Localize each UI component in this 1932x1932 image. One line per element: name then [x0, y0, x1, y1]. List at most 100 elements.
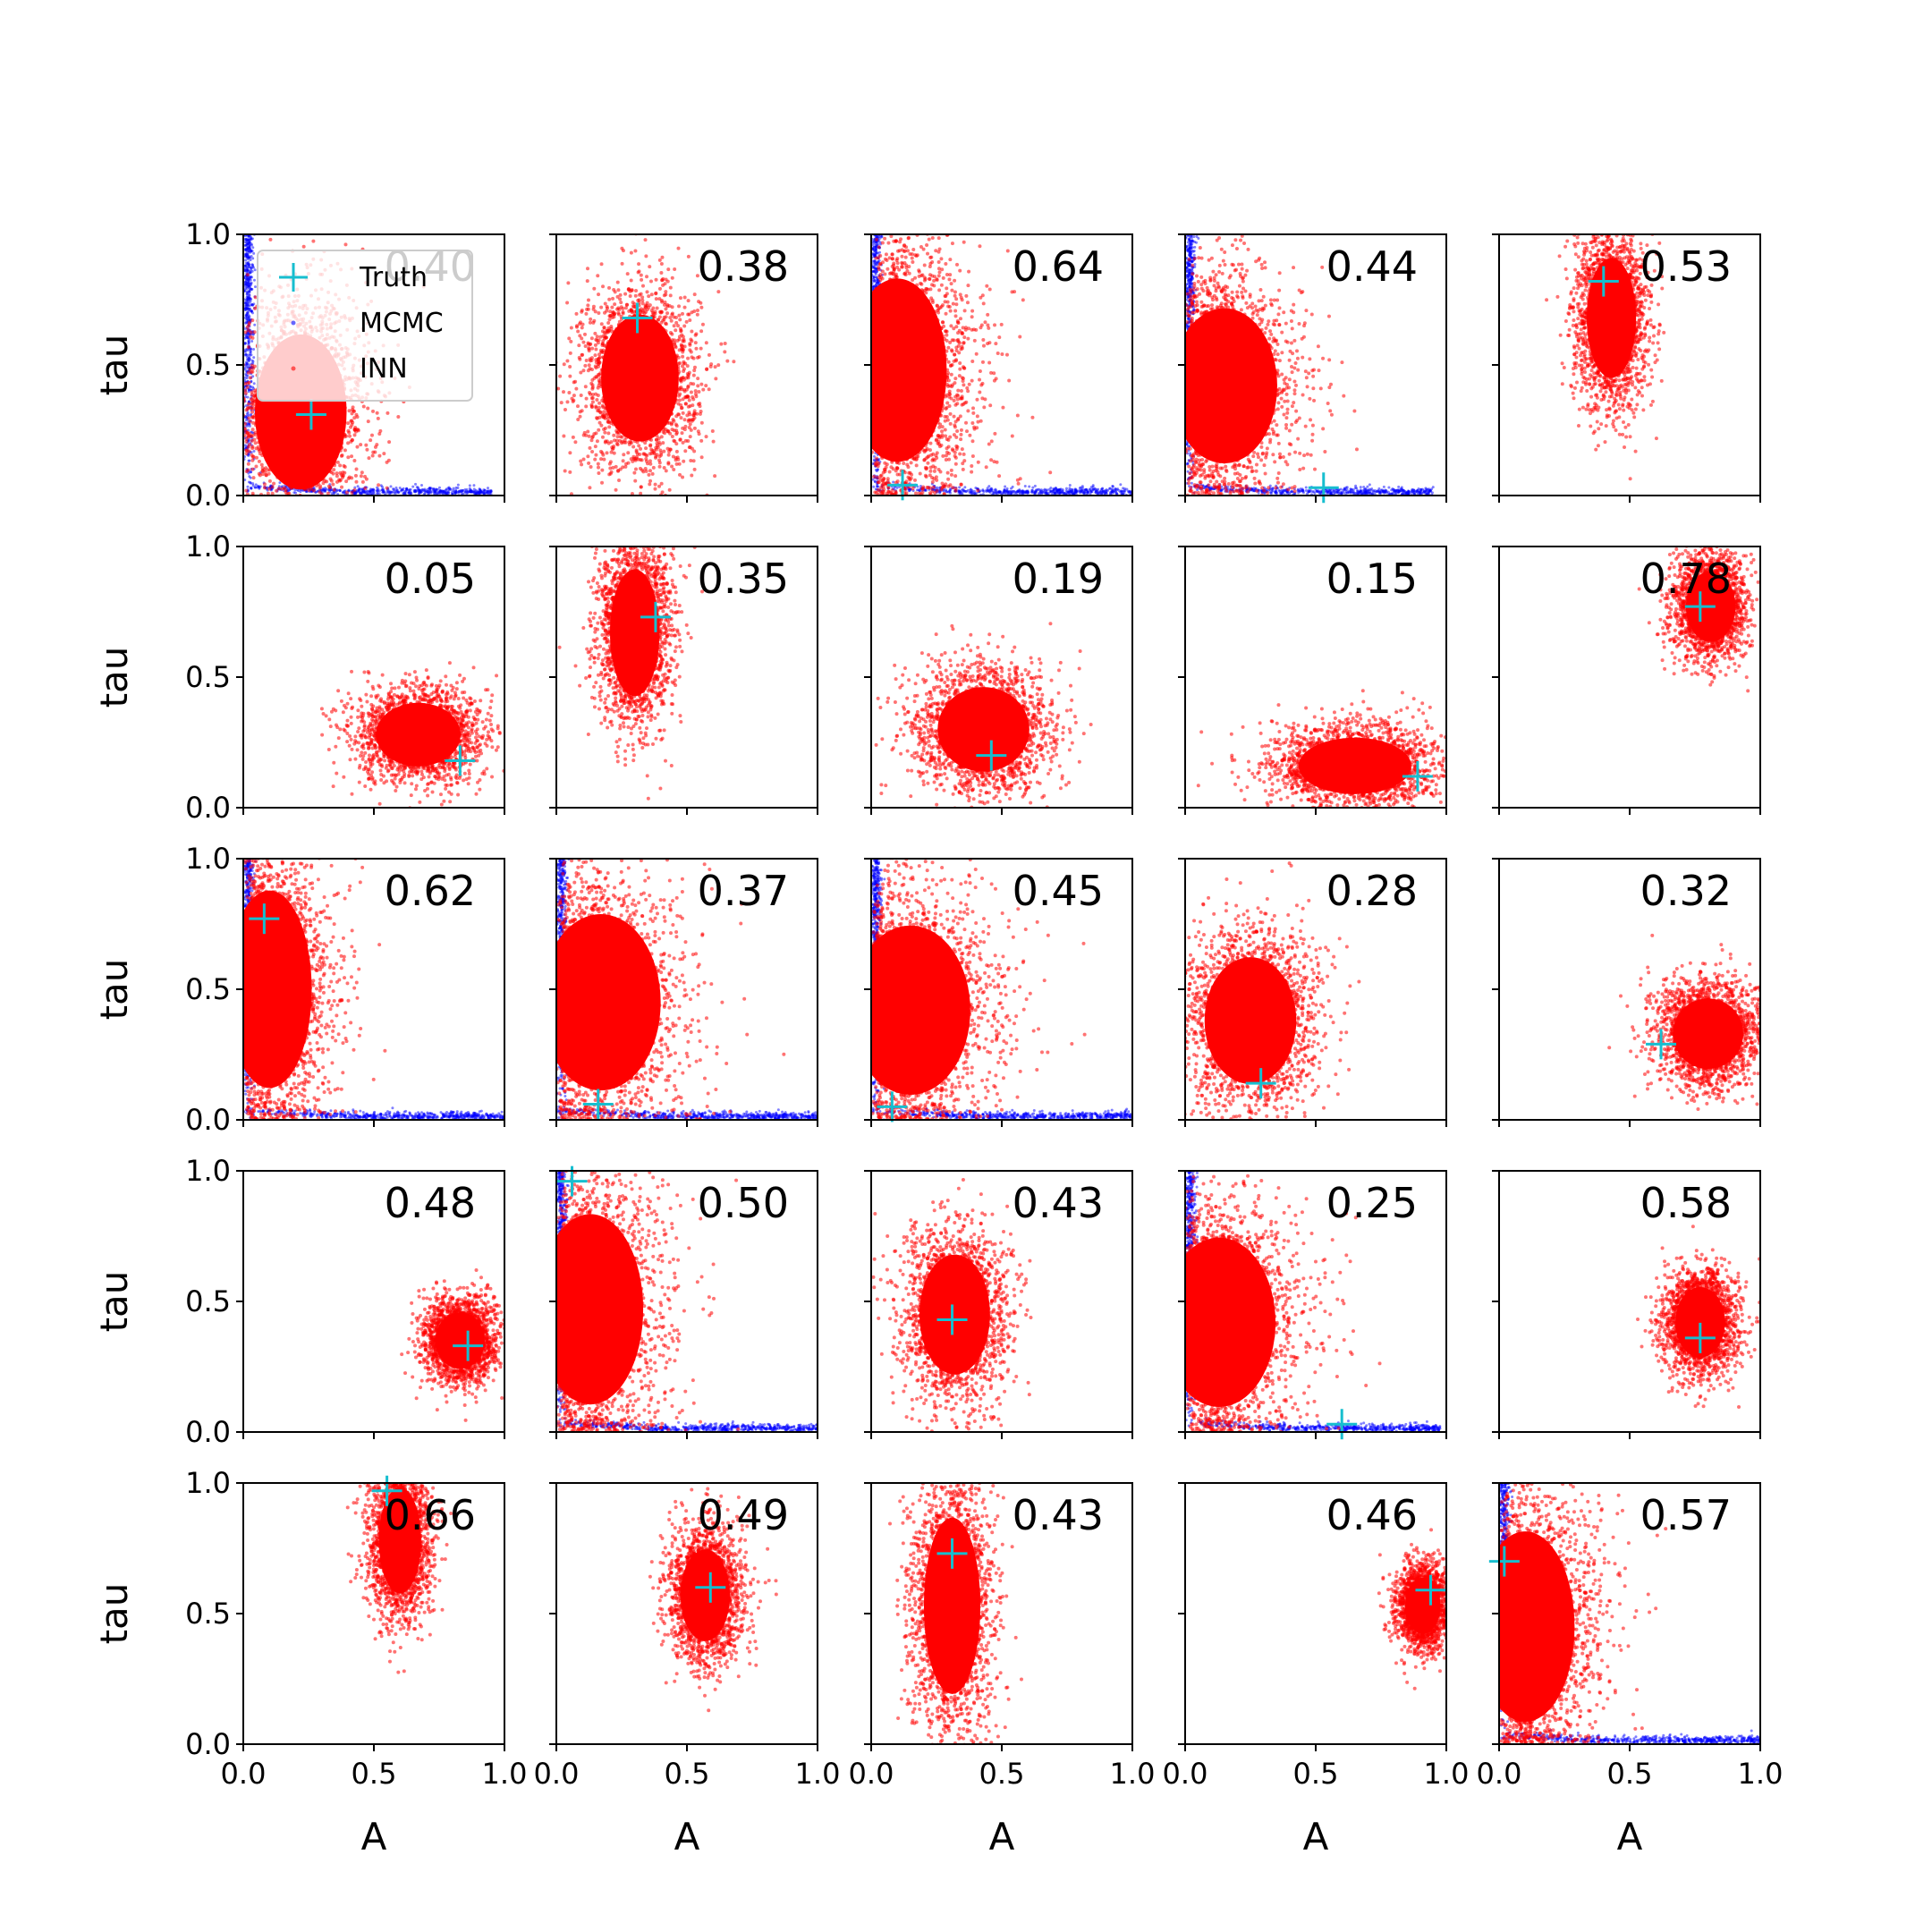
inn-point — [328, 589, 332, 592]
inn-point — [246, 386, 250, 389]
inn-point — [584, 404, 588, 408]
inn-point — [262, 468, 266, 471]
inn-point — [597, 378, 601, 382]
inn-point — [602, 374, 606, 377]
mcmc-point — [250, 477, 252, 479]
inn-point — [269, 527, 273, 530]
inn-point — [287, 496, 291, 500]
inn-point — [581, 369, 585, 372]
inn-point — [276, 563, 280, 566]
inn-point — [602, 458, 606, 462]
inn-point — [607, 286, 611, 290]
inn-point — [261, 432, 265, 436]
inn-point — [595, 398, 598, 402]
inn-point — [622, 459, 625, 462]
inn-point — [335, 451, 338, 454]
inn-point — [320, 420, 324, 424]
legend-label: MCMC — [360, 308, 444, 339]
inn-point — [617, 339, 621, 343]
inn-point — [579, 460, 582, 463]
mcmc-point — [250, 276, 253, 279]
inn-point — [281, 452, 284, 455]
inn-point — [292, 407, 295, 411]
inn-point — [231, 409, 234, 412]
inn-point — [683, 306, 687, 309]
mcmc-point — [246, 336, 249, 339]
inn-point — [249, 376, 252, 379]
inn-point — [578, 356, 581, 360]
inn-point — [273, 497, 276, 501]
inn-point — [263, 520, 267, 523]
legend-inn-marker — [292, 367, 296, 371]
mcmc-point — [252, 267, 255, 269]
inn-point — [660, 256, 664, 259]
mcmc-point — [450, 488, 453, 491]
inn-point — [591, 386, 595, 389]
inn-point — [632, 496, 636, 500]
inn-point — [696, 313, 699, 317]
inn-point — [335, 454, 338, 458]
inn-point — [646, 301, 649, 305]
mcmc-point — [252, 252, 255, 255]
inn-point — [675, 431, 679, 435]
inn-point — [294, 540, 298, 544]
inn-point — [255, 456, 258, 460]
inn-point — [597, 462, 600, 466]
mcmc-point — [486, 492, 488, 495]
inn-point — [295, 476, 299, 479]
inn-point — [328, 466, 332, 470]
inn-point — [684, 515, 688, 519]
inn-point — [342, 414, 345, 418]
inn-point — [271, 425, 275, 428]
mcmc-point — [250, 268, 252, 271]
mcmc-point — [438, 487, 441, 489]
inn-point — [604, 362, 607, 366]
inn-point — [275, 515, 279, 519]
inn-point — [275, 405, 279, 409]
inn-point — [271, 516, 275, 520]
inn-point — [370, 434, 374, 437]
inn-point — [653, 385, 657, 388]
inn-point — [290, 507, 293, 511]
inn-point — [352, 416, 356, 419]
inn-point — [648, 265, 651, 268]
inn-point — [314, 497, 318, 501]
inn-point — [225, 409, 228, 412]
inn-point — [349, 552, 352, 555]
inn-point — [311, 515, 315, 519]
inn-point — [594, 353, 597, 357]
inn-point — [382, 452, 386, 455]
inn-point — [668, 352, 672, 356]
inn-point — [674, 344, 677, 348]
mcmc-point — [405, 487, 408, 490]
mcmc-point — [248, 317, 250, 319]
inn-point — [565, 359, 569, 362]
mcmc-point — [376, 489, 378, 492]
inn-point — [585, 308, 589, 311]
mcmc-point — [435, 488, 437, 491]
inn-point — [345, 491, 349, 495]
inn-point — [245, 537, 249, 540]
mcmc-point — [249, 247, 251, 250]
inn-point — [197, 315, 200, 318]
mcmc-point — [250, 258, 252, 261]
inn-point — [290, 484, 293, 487]
inn-point — [352, 459, 356, 462]
inn-point — [665, 311, 669, 315]
inn-point — [244, 503, 248, 506]
inn-point — [678, 438, 682, 442]
inn-point — [309, 522, 313, 526]
inn-point — [291, 500, 294, 504]
inn-point — [294, 436, 298, 440]
inn-point — [224, 450, 227, 453]
inn-point — [270, 524, 274, 528]
inn-point — [310, 485, 314, 488]
inn-point — [276, 461, 280, 464]
inn-point — [680, 333, 683, 336]
inn-point — [583, 333, 587, 336]
mcmc-point — [454, 491, 457, 494]
inn-point — [347, 496, 351, 500]
inn-point — [237, 412, 241, 416]
inn-point — [234, 390, 238, 394]
inn-point — [360, 506, 363, 510]
